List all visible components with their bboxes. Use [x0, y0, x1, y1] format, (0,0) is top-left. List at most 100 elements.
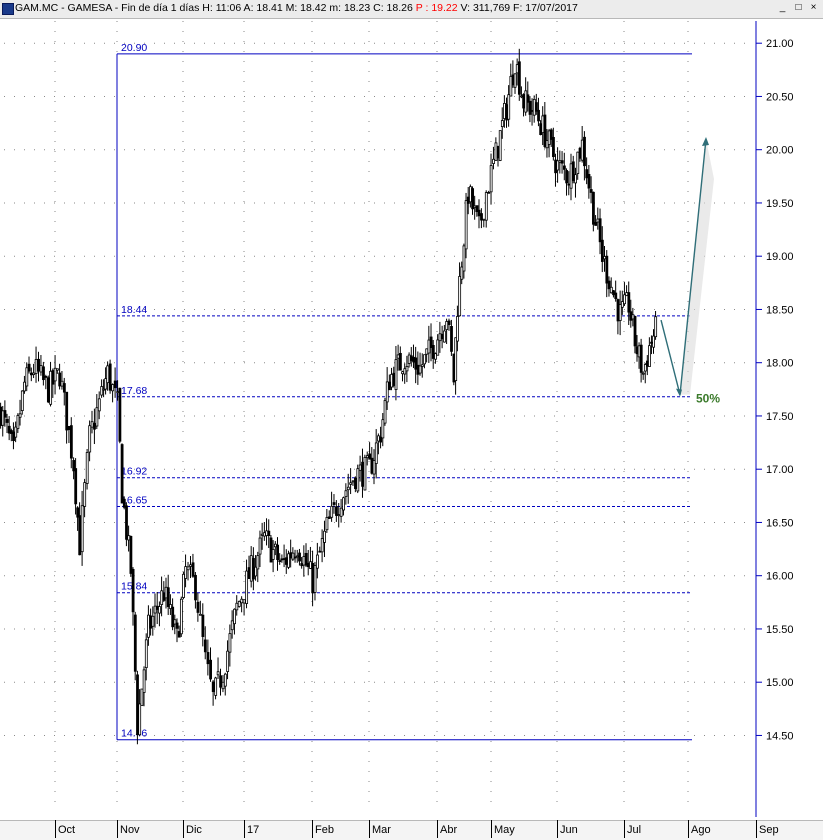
candle-body: [171, 606, 175, 628]
candle-body: [394, 359, 398, 390]
candle-body: [271, 549, 275, 560]
candle-body: [108, 363, 112, 391]
candle-body: [201, 614, 205, 637]
candle-body: [95, 407, 99, 427]
candle-body: [242, 599, 246, 604]
candle-body: [346, 486, 350, 491]
candle-body: [189, 564, 192, 567]
fib-level-label: 18.44: [121, 304, 147, 316]
candle-body: [173, 619, 177, 625]
candle-body: [65, 391, 69, 431]
candle-body: [405, 366, 409, 372]
candle-body: [34, 359, 38, 374]
candle-body: [431, 345, 435, 359]
candle-body: [403, 368, 407, 375]
candle-body: [522, 94, 526, 109]
candle-body: [549, 129, 553, 140]
candle-body: [318, 550, 322, 553]
candle-body: [507, 94, 511, 120]
candle-body: [434, 353, 437, 360]
fib-level-label: 16.65: [121, 494, 147, 506]
candle-body: [158, 606, 161, 614]
candle-body: [74, 468, 78, 505]
candle-body: [420, 364, 424, 367]
candle-body: [256, 555, 260, 570]
candle-body: [505, 104, 509, 121]
candle-body: [90, 421, 94, 428]
candle-body: [379, 436, 383, 443]
fib-level-label: 20.90: [121, 42, 147, 54]
candle-body: [414, 357, 418, 370]
candle-body: [62, 383, 66, 393]
candle-body: [356, 468, 360, 492]
candle-body: [88, 425, 92, 453]
month-tick: [312, 820, 313, 838]
candle-body: [438, 333, 442, 342]
month-tick: [117, 820, 118, 838]
candle-body: [535, 102, 538, 112]
candle-body: [131, 569, 135, 613]
candle-body: [563, 165, 566, 170]
candle-body: [361, 461, 364, 487]
candle-body: [532, 99, 536, 116]
candle-body: [316, 554, 319, 569]
candle-body: [136, 674, 139, 736]
candle-body: [436, 339, 440, 356]
price-chart[interactable]: 21.00 20.50 20.00 19.50 19.00 18.50 18.00 17.50…: [0, 19, 823, 820]
candle-body: [293, 556, 297, 559]
candle-body: [625, 292, 629, 296]
candle-body: [349, 482, 353, 485]
candle-body: [53, 367, 57, 382]
month-label: May: [494, 824, 515, 836]
candle-body: [93, 422, 96, 430]
candle-body: [60, 380, 64, 387]
candle-body: [618, 304, 622, 321]
candle-body: [230, 620, 234, 631]
candle-body: [151, 615, 155, 627]
candle-body: [480, 213, 483, 221]
candle-body: [313, 565, 317, 593]
candle-body: [556, 160, 560, 171]
candle-body: [460, 266, 464, 280]
candle-body: [164, 586, 168, 599]
candle-body: [211, 681, 215, 693]
candle-body: [596, 218, 600, 223]
candle-body: [102, 388, 106, 391]
candle-body: [558, 160, 562, 163]
candle-body: [306, 562, 310, 568]
candle-body: [482, 218, 486, 221]
candle-body: [138, 703, 142, 736]
month-label: Ago: [691, 824, 711, 836]
month-label: Dic: [186, 824, 202, 836]
candle-body: [111, 384, 115, 392]
candle-body: [388, 381, 391, 391]
candle-body: [517, 61, 521, 95]
candle-body: [543, 114, 547, 147]
candle-body: [127, 535, 131, 541]
candle-body: [278, 560, 282, 562]
candle-body: [530, 110, 534, 112]
candle-body: [309, 561, 312, 569]
candle-body: [363, 457, 367, 491]
candle-body: [300, 563, 304, 567]
candle-body: [298, 552, 301, 562]
candle-body: [219, 675, 222, 688]
candle-body: [443, 330, 446, 343]
candle-body: [30, 372, 33, 376]
candle-body: [520, 95, 523, 98]
candle-body: [547, 130, 551, 145]
restore-button[interactable]: □: [795, 2, 802, 13]
fib-level-label: 16.92: [121, 466, 147, 478]
candle-body: [276, 544, 280, 560]
candle-body: [643, 364, 647, 372]
minimize-button[interactable]: _: [779, 2, 786, 13]
candle-body: [592, 191, 595, 225]
close-button[interactable]: ×: [810, 2, 817, 13]
candle-body: [142, 669, 146, 693]
candle-body: [69, 425, 73, 459]
candle-body: [383, 400, 387, 424]
candle-body: [133, 614, 137, 672]
candle-body: [609, 286, 613, 294]
projection-arrowhead-down: [676, 388, 682, 397]
date-axis-bar: [0, 820, 823, 840]
